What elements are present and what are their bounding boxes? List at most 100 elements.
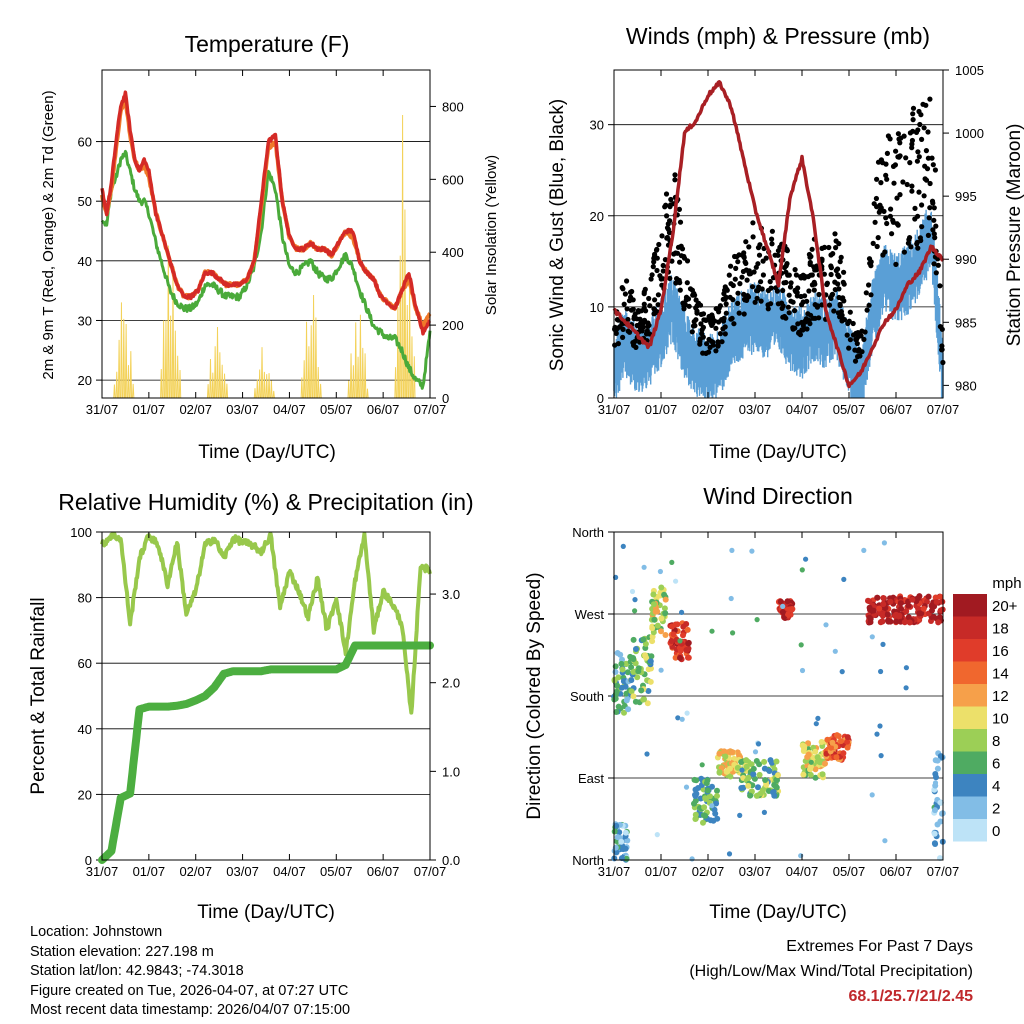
gust-point — [812, 281, 818, 287]
direction-point — [679, 609, 685, 616]
gust-point — [677, 219, 684, 225]
gust-point — [884, 176, 890, 182]
speed-legend-label: 16 — [992, 643, 1009, 660]
gust-points — [612, 96, 946, 366]
gust-point — [937, 324, 944, 330]
gust-point — [830, 251, 836, 257]
direction-point — [775, 772, 781, 779]
gust-point — [641, 289, 647, 295]
gust-point — [723, 310, 729, 316]
direction-point — [650, 591, 657, 598]
dir-y-tick-label: North — [572, 853, 604, 868]
gust-point — [913, 129, 920, 135]
direction-point — [813, 721, 819, 727]
direction-point — [628, 688, 635, 695]
gust-point — [793, 288, 799, 295]
direction-point — [624, 837, 631, 844]
gust-point — [835, 266, 841, 272]
rh-y-tick-label: 100 — [70, 525, 92, 540]
gust-point — [786, 292, 792, 298]
direction-point — [812, 774, 819, 781]
gust-point — [620, 334, 626, 340]
direction-point — [674, 621, 681, 628]
rh-x-tick-label: 31/07 — [86, 864, 119, 879]
direction-point — [714, 793, 720, 799]
direction-point — [878, 753, 884, 759]
dir-x-tick-label: 06/07 — [880, 864, 913, 879]
gust-point — [901, 133, 907, 139]
gust-point — [700, 350, 706, 356]
direction-point — [839, 669, 845, 675]
precip-y-tick-label: 1.0 — [442, 764, 460, 779]
temp-frame — [101, 69, 431, 399]
gust-point — [756, 252, 763, 258]
gust-point — [925, 232, 932, 238]
direction-point — [866, 598, 873, 605]
gust-point — [912, 216, 918, 222]
wind-x-tick-label: 02/07 — [692, 402, 725, 417]
temperature-x-title: Time (Day/UTC) — [198, 442, 336, 463]
direction-point — [713, 800, 720, 807]
gust-point — [646, 295, 652, 302]
gust-point — [883, 215, 889, 221]
direction-point — [815, 715, 821, 722]
gust-point — [697, 341, 703, 347]
gust-point — [724, 287, 730, 293]
gust-point — [662, 204, 668, 210]
direction-point — [934, 765, 941, 772]
direction-point — [675, 715, 681, 721]
direction-point — [880, 595, 887, 601]
gust-point — [798, 293, 804, 300]
gust-point — [743, 239, 749, 245]
speed-legend-swatch — [953, 661, 987, 684]
direction-point — [768, 759, 775, 766]
direction-point — [834, 732, 840, 739]
gust-point — [634, 316, 640, 322]
gust-point — [811, 287, 817, 293]
gust-point — [689, 329, 695, 335]
direction-point — [677, 638, 683, 644]
temp-y-tick-label: 20 — [78, 373, 92, 388]
gust-point — [726, 272, 732, 278]
gust-point — [651, 259, 657, 265]
gust-point — [840, 279, 846, 285]
direction-point — [812, 748, 819, 755]
gust-point — [874, 176, 880, 182]
direction-point — [841, 576, 847, 583]
temp-y-tick-label: 30 — [78, 313, 92, 328]
gust-point — [769, 236, 775, 242]
direction-point — [630, 693, 637, 700]
gust-point — [733, 265, 739, 271]
gust-point — [620, 326, 626, 332]
gust-point — [741, 311, 747, 317]
gust-point — [846, 345, 852, 351]
gust-point — [736, 252, 742, 258]
gust-point — [905, 240, 912, 246]
gust-point — [935, 256, 941, 262]
gust-point — [651, 253, 658, 260]
gust-point — [716, 305, 722, 311]
gust-point — [749, 284, 756, 290]
gust-point — [872, 219, 878, 225]
gust-point — [700, 311, 707, 317]
direction-point — [933, 599, 940, 605]
gust-point — [667, 204, 673, 210]
gust-point — [720, 318, 727, 324]
gust-point — [671, 251, 677, 257]
temperature-panel: Temperature (F) 2m & 9m T (Red, Orange) … — [40, 31, 500, 463]
direction-point — [683, 784, 690, 790]
rh-x-tick-label: 02/07 — [179, 864, 212, 879]
direction-point — [620, 543, 626, 550]
direction-point — [643, 654, 650, 661]
direction-point — [645, 688, 652, 694]
gust-point — [743, 267, 750, 273]
direction-point — [759, 787, 766, 794]
gust-point — [929, 198, 936, 204]
gust-point — [931, 261, 937, 267]
speed-legend-label: 12 — [992, 688, 1009, 705]
gust-point — [937, 283, 943, 289]
direction-point — [726, 765, 733, 772]
pressure-line — [612, 80, 945, 389]
gust-point — [883, 161, 889, 167]
